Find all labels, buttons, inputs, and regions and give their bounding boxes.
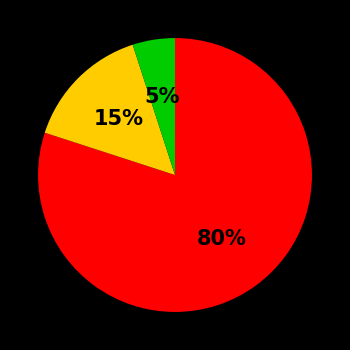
Text: 80%: 80% <box>197 229 247 249</box>
Wedge shape <box>133 38 175 175</box>
Wedge shape <box>38 38 312 312</box>
Text: 5%: 5% <box>145 86 180 106</box>
Text: 15%: 15% <box>94 109 144 129</box>
Wedge shape <box>45 45 175 175</box>
